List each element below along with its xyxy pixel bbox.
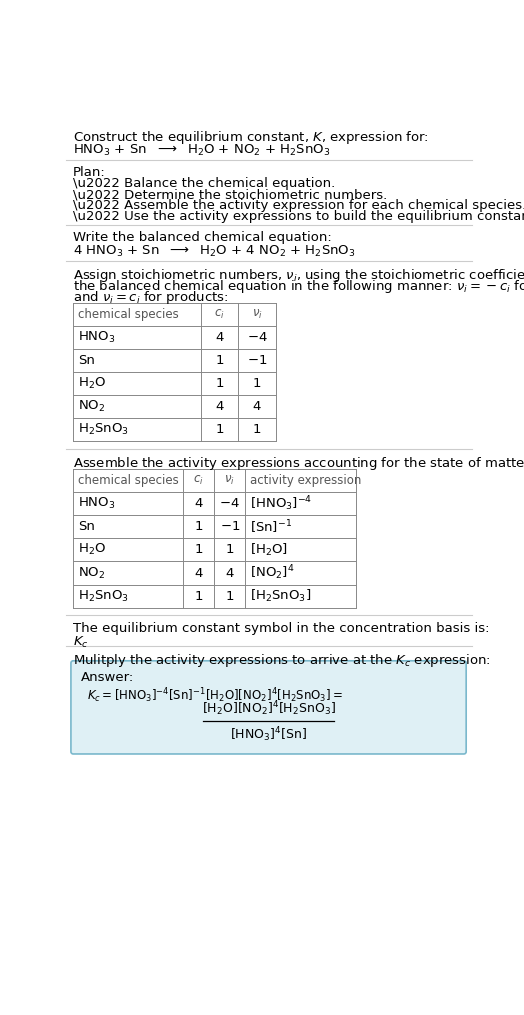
Text: $\mathrm{H_2O}$: $\mathrm{H_2O}$ <box>78 376 106 391</box>
Text: activity expression: activity expression <box>250 474 362 487</box>
Text: 1: 1 <box>253 423 261 436</box>
Text: $c_i$: $c_i$ <box>214 308 225 321</box>
Text: $K_c = [\mathrm{HNO_3}]^{-4} [\mathrm{Sn}]^{-1} [\mathrm{H_2O}] [\mathrm{NO_2}]^: $K_c = [\mathrm{HNO_3}]^{-4} [\mathrm{Sn… <box>87 686 343 704</box>
Text: The equilibrium constant symbol in the concentration basis is:: The equilibrium constant symbol in the c… <box>73 621 490 634</box>
Text: 4: 4 <box>253 400 261 413</box>
Text: \u2022 Use the activity expressions to build the equilibrium constant expression: \u2022 Use the activity expressions to b… <box>73 209 524 222</box>
Text: $\mathrm{NO_2}$: $\mathrm{NO_2}$ <box>78 399 105 414</box>
Text: 4: 4 <box>226 566 234 580</box>
Text: 1: 1 <box>225 543 234 556</box>
Text: $[\mathrm{HNO_3}]^{-4}$: $[\mathrm{HNO_3}]^{-4}$ <box>250 494 312 513</box>
Text: 4: 4 <box>194 566 203 580</box>
Text: 1: 1 <box>194 543 203 556</box>
Text: $K_c$: $K_c$ <box>73 634 89 650</box>
Text: $\nu_i$: $\nu_i$ <box>224 474 235 487</box>
Text: Plan:: Plan: <box>73 165 106 179</box>
Text: $\mathrm{H_2O}$: $\mathrm{H_2O}$ <box>78 542 106 557</box>
Text: \u2022 Balance the chemical equation.: \u2022 Balance the chemical equation. <box>73 178 335 190</box>
Text: $-4$: $-4$ <box>247 331 267 344</box>
Text: $[\mathrm{H_2SnO_3}]$: $[\mathrm{H_2SnO_3}]$ <box>250 588 311 604</box>
Text: $[\mathrm{H_2O}]$: $[\mathrm{H_2O}]$ <box>250 542 288 558</box>
Text: $[\mathrm{HNO_3}]^4 [\mathrm{Sn}]$: $[\mathrm{HNO_3}]^4 [\mathrm{Sn}]$ <box>230 726 307 744</box>
Text: $[\mathrm{NO_2}]^4$: $[\mathrm{NO_2}]^4$ <box>250 563 294 583</box>
Text: Mulitply the activity expressions to arrive at the $K_c$ expression:: Mulitply the activity expressions to arr… <box>73 653 491 669</box>
Text: chemical species: chemical species <box>78 308 179 321</box>
Text: Sn: Sn <box>78 521 95 533</box>
Text: $[\mathrm{H_2O}][\mathrm{NO_2}]^4 [\mathrm{H_2SnO_3}]$: $[\mathrm{H_2O}][\mathrm{NO_2}]^4 [\math… <box>202 699 335 718</box>
Text: $[\mathrm{Sn}]^{-1}$: $[\mathrm{Sn}]^{-1}$ <box>250 518 292 536</box>
Text: 4 $\mathrm{HNO_3}$ + Sn  $\longrightarrow$  $\mathrm{H_2O}$ + 4 $\mathrm{NO_2}$ : 4 $\mathrm{HNO_3}$ + Sn $\longrightarrow… <box>73 245 356 259</box>
FancyBboxPatch shape <box>71 661 466 754</box>
Text: \u2022 Determine the stoichiometric numbers.: \u2022 Determine the stoichiometric numb… <box>73 188 388 201</box>
Text: $-1$: $-1$ <box>220 521 240 533</box>
Text: $\mathrm{NO_2}$: $\mathrm{NO_2}$ <box>78 565 105 581</box>
Text: 1: 1 <box>215 423 224 436</box>
Text: $-4$: $-4$ <box>220 497 240 511</box>
Text: $\mathrm{HNO_3}$: $\mathrm{HNO_3}$ <box>78 496 115 512</box>
Text: chemical species: chemical species <box>78 474 179 487</box>
Text: Write the balanced chemical equation:: Write the balanced chemical equation: <box>73 231 332 245</box>
Text: \u2022 Assemble the activity expression for each chemical species.: \u2022 Assemble the activity expression … <box>73 199 524 212</box>
Text: Answer:: Answer: <box>81 671 134 684</box>
Text: 4: 4 <box>194 497 203 511</box>
Text: $\nu_i$: $\nu_i$ <box>252 308 263 321</box>
Text: 1: 1 <box>194 521 203 533</box>
Text: 1: 1 <box>253 378 261 390</box>
Text: $-1$: $-1$ <box>247 354 267 367</box>
Text: $\mathrm{H_2SnO_3}$: $\mathrm{H_2SnO_3}$ <box>78 422 129 437</box>
Text: $\mathrm{HNO_3}$: $\mathrm{HNO_3}$ <box>78 330 115 345</box>
Text: the balanced chemical equation in the following manner: $\nu_i = -c_i$ for react: the balanced chemical equation in the fo… <box>73 278 524 295</box>
Text: Assemble the activity expressions accounting for the state of matter and $\nu_i$: Assemble the activity expressions accoun… <box>73 455 524 472</box>
Text: Sn: Sn <box>78 354 95 367</box>
Text: $\mathrm{H_2SnO_3}$: $\mathrm{H_2SnO_3}$ <box>78 589 129 604</box>
Text: 1: 1 <box>194 590 203 603</box>
Text: $c_i$: $c_i$ <box>193 474 204 487</box>
Text: 4: 4 <box>215 331 224 344</box>
Text: Construct the equilibrium constant, $K$, expression for:: Construct the equilibrium constant, $K$,… <box>73 130 429 146</box>
Text: 4: 4 <box>215 400 224 413</box>
Text: Assign stoichiometric numbers, $\nu_i$, using the stoichiometric coefficients, $: Assign stoichiometric numbers, $\nu_i$, … <box>73 267 524 284</box>
Text: $\mathrm{HNO_3}$ + Sn  $\longrightarrow$  $\mathrm{H_2O}$ + $\mathrm{NO_2}$ + $\: $\mathrm{HNO_3}$ + Sn $\longrightarrow$ … <box>73 142 331 157</box>
Text: 1: 1 <box>225 590 234 603</box>
Text: 1: 1 <box>215 354 224 367</box>
Text: 1: 1 <box>215 378 224 390</box>
Text: and $\nu_i = c_i$ for products:: and $\nu_i = c_i$ for products: <box>73 289 229 306</box>
